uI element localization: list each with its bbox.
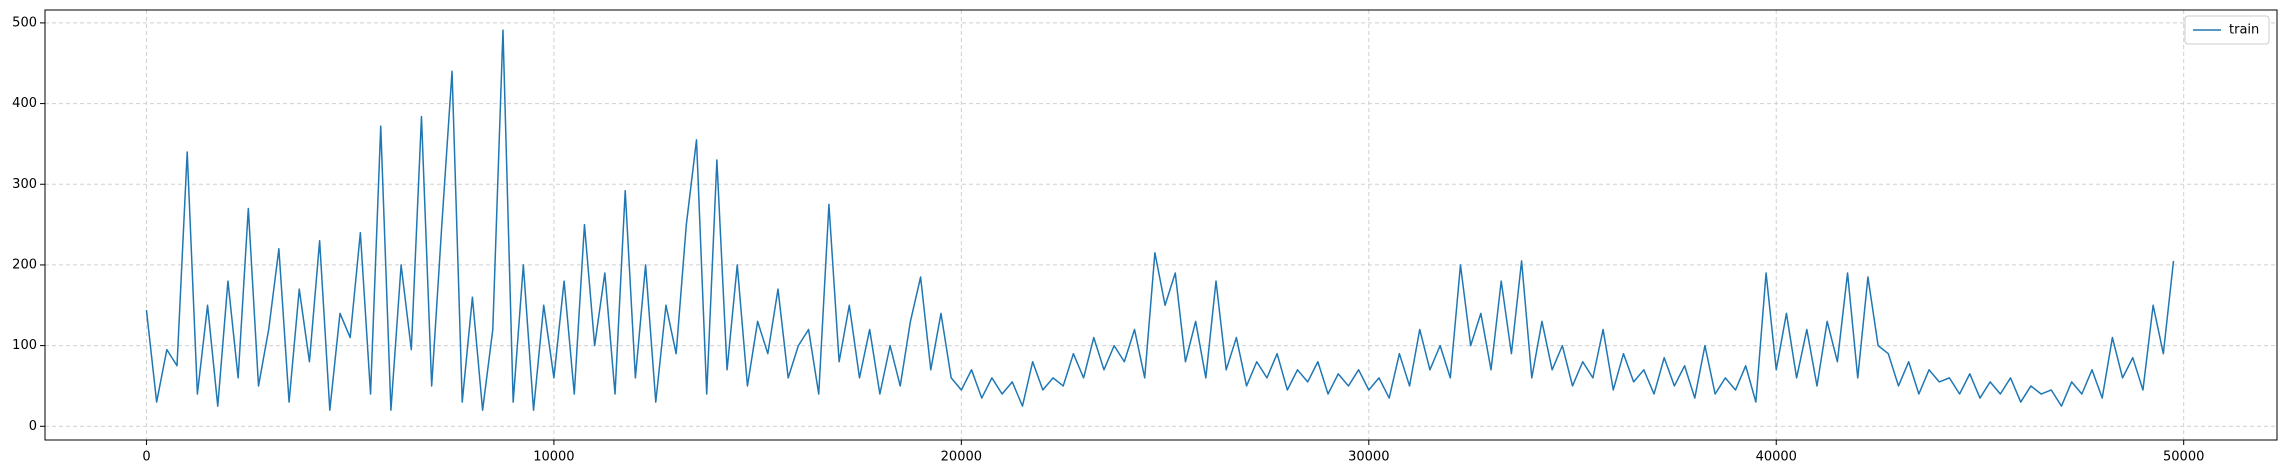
x-tick-label: 50000 xyxy=(2163,450,2204,465)
y-tick-label: 300 xyxy=(12,177,37,192)
legend-label: train xyxy=(2229,23,2259,38)
y-tick-label: 100 xyxy=(12,338,37,353)
legend-box xyxy=(2184,15,2270,45)
y-tick-label: 500 xyxy=(12,15,37,30)
x-tick-label: 0 xyxy=(142,450,150,465)
plot-frame xyxy=(44,9,2278,441)
y-tick-label: 0 xyxy=(29,419,37,434)
x-tick-label: 30000 xyxy=(1348,450,1389,465)
y-tick-label: 400 xyxy=(12,96,37,111)
x-tick-label: 40000 xyxy=(1756,450,1797,465)
x-tick-label: 10000 xyxy=(533,450,574,465)
x-tick-label: 20000 xyxy=(941,450,982,465)
data-line xyxy=(145,29,2175,411)
y-tick-label: 200 xyxy=(12,257,37,272)
plot-area xyxy=(45,10,2277,440)
